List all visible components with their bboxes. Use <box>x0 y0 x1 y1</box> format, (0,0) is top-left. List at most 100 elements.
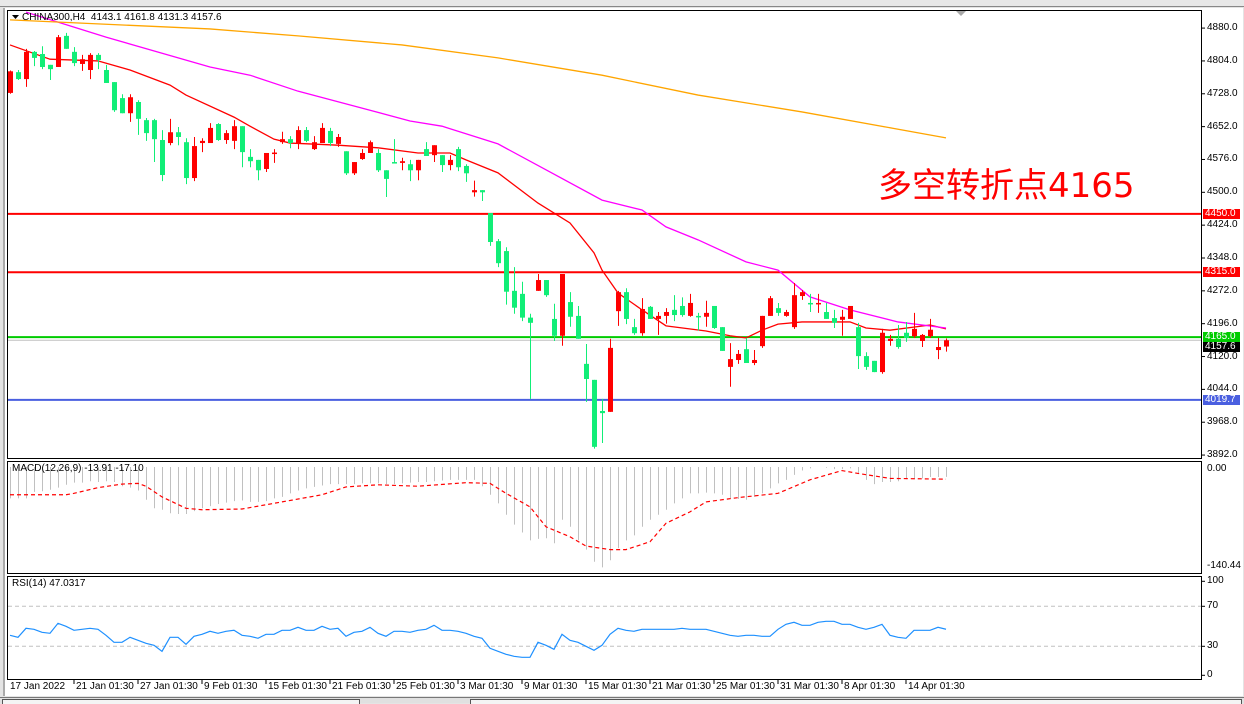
candle-body <box>920 334 925 341</box>
candle-body <box>576 315 581 339</box>
candle <box>608 338 613 412</box>
candle <box>592 379 597 449</box>
macd-panel[interactable] <box>7 461 1202 574</box>
candle-body <box>312 142 317 150</box>
candle <box>336 133 341 147</box>
candle <box>704 300 709 327</box>
candle-body <box>848 305 853 319</box>
rsi-title: RSI(14) 47.0317 <box>12 578 86 589</box>
time-axis-label: 25 Feb 01:30 <box>396 681 455 692</box>
candle-body <box>288 139 293 144</box>
candle <box>184 138 189 185</box>
candle-body <box>264 152 269 169</box>
candle-body <box>464 165 469 174</box>
candle-body <box>536 280 541 291</box>
candle <box>104 64 109 83</box>
candle <box>296 126 301 150</box>
price-tick-label: 4576.0 <box>1207 153 1238 165</box>
candle-body <box>504 251 509 292</box>
candle <box>560 273 565 346</box>
candle-body <box>936 347 941 351</box>
chart-header: CHINA300,H4 4143.1 4161.8 4131.3 4157.6 <box>22 13 222 23</box>
candle-body <box>520 293 525 318</box>
candle <box>232 120 237 150</box>
candle <box>192 136 197 182</box>
candle <box>944 338 949 352</box>
candle-body <box>400 161 405 163</box>
candle-body <box>368 142 373 153</box>
time-axis-label: 3 Mar 01:30 <box>460 681 514 692</box>
candle <box>288 136 293 149</box>
candle-body <box>776 308 781 313</box>
candle-body <box>856 327 861 357</box>
candle <box>136 100 141 135</box>
candle-body <box>600 410 605 414</box>
candle-body <box>144 120 149 134</box>
candle <box>72 47 77 67</box>
candle-body <box>440 155 445 166</box>
candle-body <box>904 332 909 338</box>
candle-body <box>792 295 797 328</box>
candle <box>376 149 381 172</box>
candle-body <box>160 140 165 176</box>
candle <box>96 53 101 70</box>
candle <box>808 293 813 313</box>
price-tick-label: 4652.0 <box>1207 120 1238 132</box>
candle <box>352 162 357 176</box>
candle-body <box>112 82 117 111</box>
price-tick-label: 4880.0 <box>1207 22 1238 34</box>
candle <box>320 123 325 144</box>
candle-body <box>232 126 237 141</box>
candle <box>16 70 21 80</box>
candle <box>80 54 85 71</box>
candle-body <box>24 51 29 80</box>
rsi-line <box>9 620 947 658</box>
candle <box>520 281 525 322</box>
candle <box>456 146 461 172</box>
candle <box>584 343 589 402</box>
chart-shift-marker-icon[interactable] <box>956 11 966 16</box>
level-price-badge: 4019.7 <box>1203 394 1240 405</box>
candle <box>656 312 661 335</box>
candle <box>272 149 277 163</box>
price-panel[interactable] <box>7 10 1202 459</box>
candle-body <box>32 51 37 58</box>
candle-body <box>768 298 773 316</box>
candle-body <box>896 338 901 348</box>
candle-body <box>880 332 885 373</box>
rsi-panel[interactable] <box>7 576 1202 680</box>
symbol-menu-triangle-icon[interactable] <box>12 15 19 19</box>
candle-body <box>712 305 717 329</box>
candle-body <box>416 159 421 171</box>
time-axis-label: 14 Apr 01:30 <box>908 681 965 692</box>
window-top-bar <box>0 0 1244 7</box>
ohlc-values: 4143.1 4161.8 4131.3 4157.6 <box>90 12 222 23</box>
candle <box>616 290 621 326</box>
candle-body <box>728 359 733 367</box>
symbol-timeframe: CHINA300,H4 <box>22 12 86 23</box>
candle-body <box>488 213 493 243</box>
pivot-annotation: 多空转折点4165 <box>878 166 1135 206</box>
candle <box>688 293 693 317</box>
price-tick-label: 4728.0 <box>1207 87 1238 99</box>
candle <box>824 302 829 319</box>
candle <box>848 305 853 319</box>
candle-body <box>208 127 213 144</box>
candle-body <box>528 317 533 323</box>
candle <box>640 298 645 336</box>
candle <box>440 155 445 172</box>
candle <box>88 53 93 80</box>
candle-body <box>720 327 725 351</box>
candle <box>112 82 117 112</box>
rsi-tick-label: 30 <box>1207 640 1219 652</box>
candle-body <box>168 132 173 144</box>
candle <box>240 126 245 168</box>
candle <box>728 343 733 387</box>
candle-body <box>480 190 485 193</box>
candle-body <box>64 35 69 49</box>
candle-body <box>360 152 365 160</box>
candle <box>680 297 685 317</box>
time-axis-label: 8 Apr 01:30 <box>844 681 896 692</box>
candle-body <box>864 356 869 367</box>
